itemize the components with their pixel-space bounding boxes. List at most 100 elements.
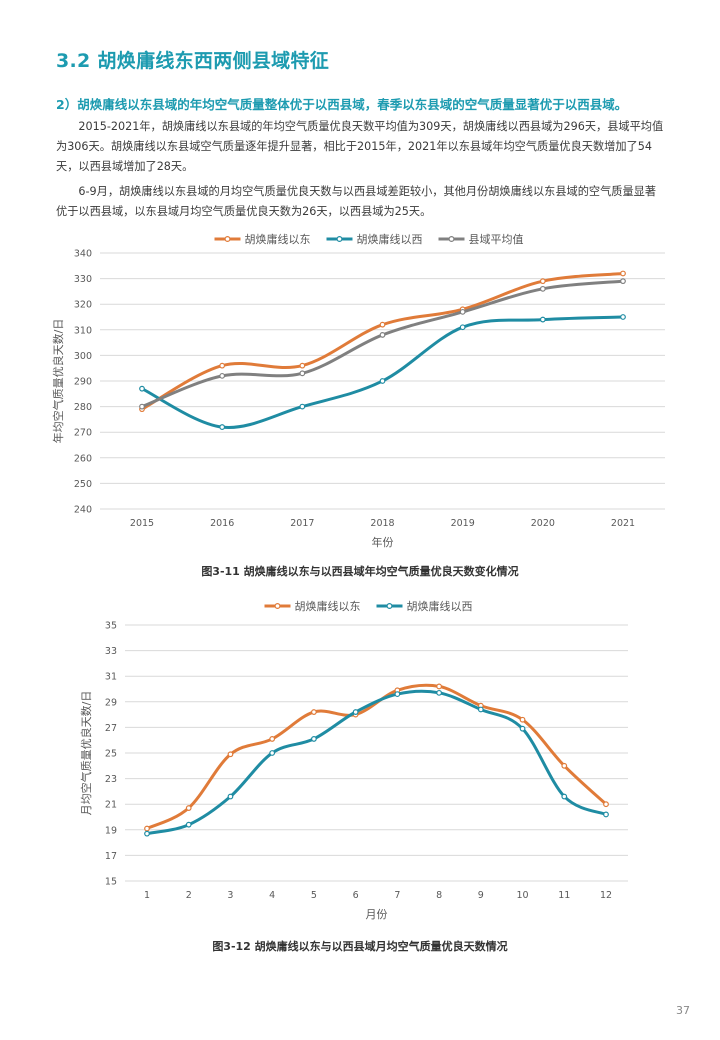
monthly-data-point (269, 736, 276, 742)
subsection-heading: 2）胡焕庸线以东县域的年均空气质量整体优于以西县域，春季以东县域的空气质量显著优… (56, 97, 628, 112)
annual-xaxis-title: 年份 (372, 535, 394, 549)
monthly-xtick-label: 8 (436, 890, 442, 901)
monthly-ytick-label: 35 (105, 621, 117, 632)
monthly-xtick-label: 6 (353, 890, 359, 901)
monthly-xtick-label: 12 (600, 890, 612, 901)
annual-xtick-label: 2020 (531, 518, 555, 529)
annual-data-point (620, 278, 626, 285)
monthly-data-point (561, 793, 568, 800)
annual-ytick-label: 300 (74, 351, 92, 362)
monthly-data-point (519, 716, 526, 723)
annual-data-point (620, 314, 626, 320)
monthly-xtick-label: 9 (478, 890, 484, 901)
annual-legend-marker (336, 236, 343, 243)
annual-legend-label: 县域平均值 (469, 233, 524, 246)
monthly-data-point (436, 689, 442, 696)
annual-legend-item: 胡焕庸线以东 (214, 232, 311, 246)
annual-ytick-label: 240 (74, 505, 92, 516)
annual-ytick-label: 260 (74, 453, 92, 464)
monthly-data-point (436, 683, 442, 690)
monthly-data-point (394, 691, 401, 698)
monthly-series-line-2 (145, 689, 608, 836)
monthly-ytick-label: 33 (105, 646, 117, 657)
annual-series-line-3 (140, 279, 625, 409)
annual-ytick-label: 310 (74, 325, 92, 336)
annual-series-line-1 (140, 272, 625, 411)
annual-data-point (219, 372, 226, 379)
figure-3-12-caption: 图3-12 胡焕庸线以东与以西县域月均空气质量优良天数情况 (212, 940, 508, 953)
monthly-ytick-label: 25 (105, 749, 117, 760)
monthly-data-point (227, 751, 234, 758)
annual-data-point (299, 362, 306, 369)
annual-data-point (139, 403, 145, 410)
monthly-data-point (603, 811, 609, 818)
annual-data-point (379, 378, 386, 384)
monthly-xtick-label: 7 (394, 890, 400, 901)
annual-ytick-label: 320 (74, 300, 92, 311)
monthly-xtick-label: 5 (311, 890, 317, 901)
annual-ytick-label: 270 (74, 428, 92, 439)
monthly-ytick-label: 21 (105, 800, 117, 811)
annual-data-point (620, 270, 626, 277)
monthly-xtick-label: 4 (269, 890, 275, 901)
monthly-ytick-label: 29 (105, 697, 117, 708)
monthly-xtick-label: 3 (227, 890, 233, 901)
annual-data-point (299, 370, 306, 377)
monthly-xtick-label: 1 (144, 890, 150, 901)
monthly-ytick-label: 17 (105, 851, 117, 862)
monthly-data-point (311, 709, 317, 715)
monthly-legend-label: 胡焕庸线以东 (295, 599, 361, 613)
monthly-data-point (561, 762, 568, 769)
annual-data-point (539, 278, 546, 285)
annual-xtick-label: 2017 (290, 518, 314, 529)
annual-data-point (219, 424, 226, 430)
annual-data-point (459, 308, 466, 315)
annual-xtick-label: 2018 (370, 518, 394, 529)
annual-legend-item: 县域平均值 (438, 233, 524, 246)
monthly-legend-marker (386, 603, 393, 610)
annual-ytick-label: 330 (74, 274, 92, 285)
annual-data-point (379, 321, 386, 328)
annual-data-point (539, 285, 546, 292)
annual-data-point (299, 403, 306, 410)
paragraph-monthly-summary: 6-9月，胡焕庸线以东县域的月均空气质量优良天数与以西县域差距较小，其他月份胡焕… (56, 185, 657, 218)
monthly-xaxis-title: 月份 (366, 908, 388, 921)
annual-legend-marker (224, 236, 231, 243)
monthly-data-point (311, 736, 317, 742)
annual-good-air-days-chart: 240 250 260 270 280 290 300 310 320 330 340 2015 201… (51, 232, 665, 549)
monthly-legend-item: 胡焕庸线以西 (376, 599, 473, 613)
annual-data-point (539, 316, 546, 323)
monthly-xtick-label: 11 (558, 890, 570, 901)
paragraph-annual-summary: 2015-2021年，胡焕庸线以东县域的年均空气质量优良天数平均值为309天，胡… (56, 120, 664, 173)
annual-data-point (459, 324, 466, 331)
annual-xtick-label: 2016 (210, 518, 234, 529)
annual-ytick-label: 340 (74, 249, 92, 260)
monthly-series-line-1 (145, 683, 608, 830)
monthly-data-point (519, 725, 526, 732)
monthly-ytick-label: 19 (105, 825, 117, 836)
monthly-ytick-label: 27 (105, 723, 117, 734)
annual-legend-label: 胡焕庸线以东 (245, 232, 311, 246)
monthly-data-point (603, 801, 609, 808)
monthly-ytick-label: 15 (105, 877, 117, 888)
page-number: 37 (676, 1004, 690, 1017)
annual-data-point (379, 332, 386, 338)
annual-data-point (139, 385, 145, 392)
section-title: 3.2 胡焕庸线东西两侧县域特征 (56, 50, 330, 72)
monthly-legend-item: 胡焕庸线以东 (264, 599, 361, 613)
monthly-data-point (269, 750, 276, 756)
monthly-data-point (352, 709, 359, 715)
figure-3-11-caption: 图3-11 胡焕庸线以东与以西县域年均空气质量优良天数变化情况 (201, 565, 519, 578)
monthly-ytick-label: 23 (105, 774, 117, 785)
monthly-legend-marker (274, 603, 281, 610)
annual-yaxis-title: 年均空气质量优良天数/日 (51, 319, 65, 444)
monthly-yaxis-title: 月均空气质量优良天数/日 (79, 691, 93, 816)
annual-legend-marker (448, 236, 455, 243)
annual-data-point (219, 362, 226, 369)
annual-ytick-label: 280 (74, 402, 92, 413)
annual-ytick-label: 250 (74, 479, 92, 490)
annual-xtick-label: 2019 (451, 518, 475, 529)
monthly-data-point (144, 830, 150, 837)
monthly-data-point (227, 793, 234, 800)
